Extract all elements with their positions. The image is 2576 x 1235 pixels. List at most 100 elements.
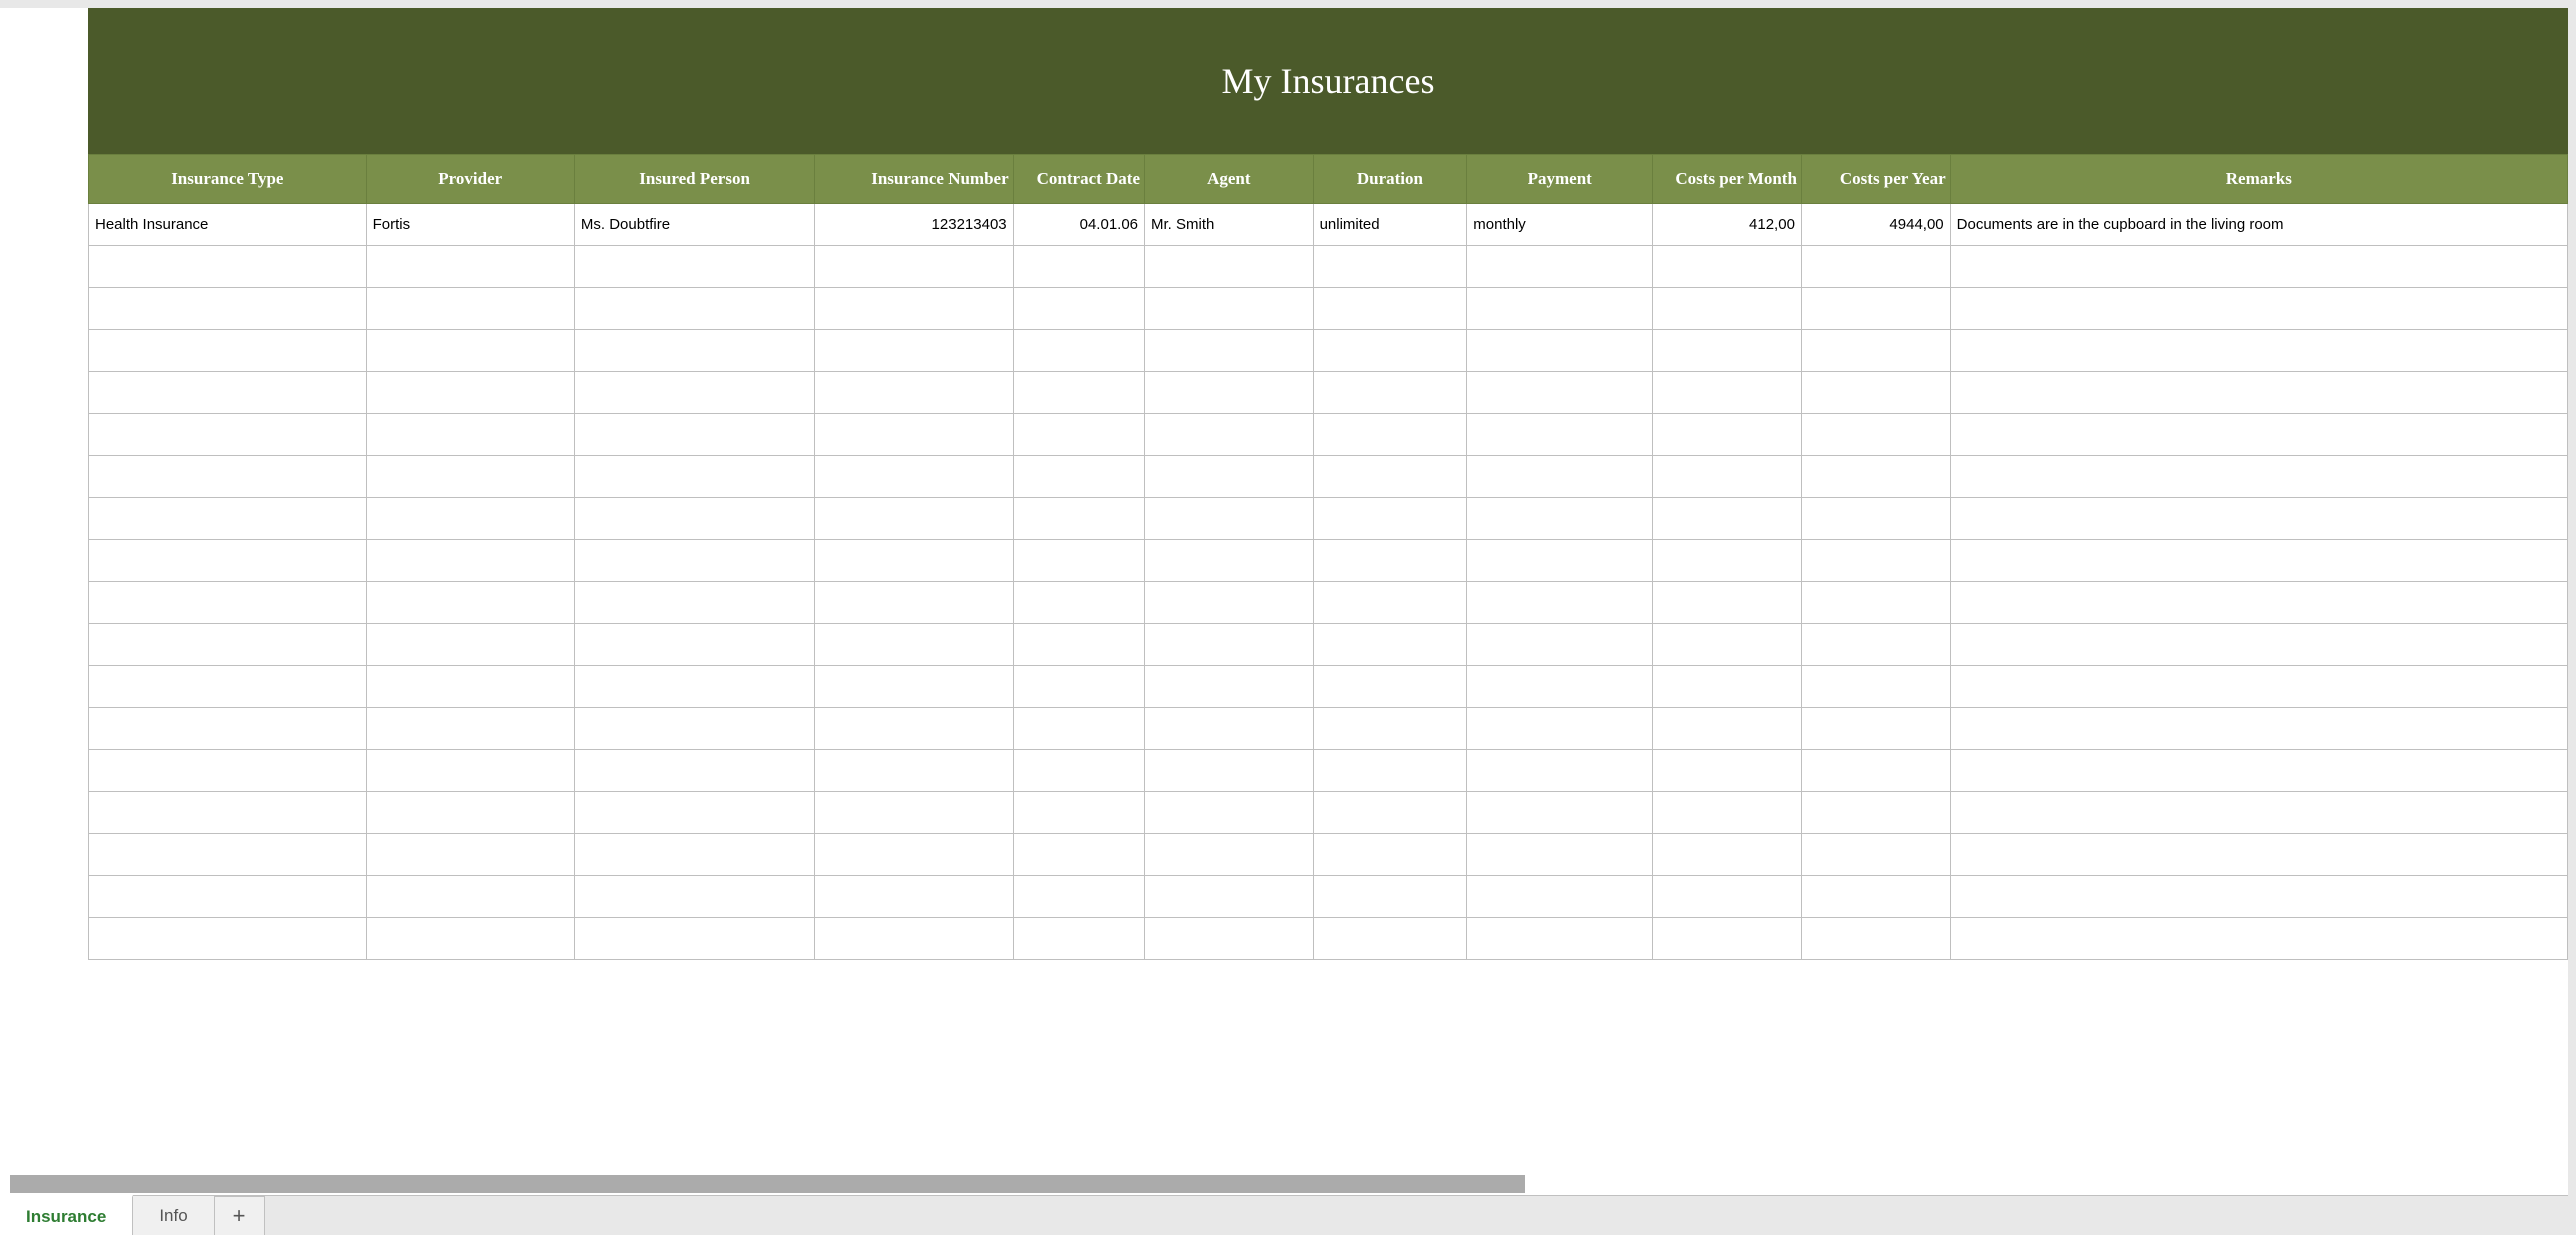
table-cell[interactable] bbox=[1467, 666, 1653, 708]
table-cell[interactable] bbox=[1950, 498, 2567, 540]
table-cell[interactable] bbox=[1801, 330, 1950, 372]
table-cell[interactable] bbox=[815, 582, 1013, 624]
table-cell[interactable] bbox=[1801, 372, 1950, 414]
table-cell[interactable] bbox=[1653, 330, 1802, 372]
table-cell[interactable] bbox=[574, 876, 814, 918]
table-cell[interactable] bbox=[1950, 666, 2567, 708]
table-cell[interactable]: 4944,00 bbox=[1801, 204, 1950, 246]
table-cell[interactable] bbox=[1653, 498, 1802, 540]
table-cell[interactable] bbox=[1145, 330, 1314, 372]
table-cell[interactable] bbox=[1950, 246, 2567, 288]
table-cell[interactable] bbox=[1467, 414, 1653, 456]
table-cell[interactable] bbox=[1145, 372, 1314, 414]
table-cell[interactable] bbox=[815, 540, 1013, 582]
table-cell[interactable] bbox=[574, 414, 814, 456]
table-cell[interactable] bbox=[89, 918, 367, 960]
table-cell[interactable] bbox=[1801, 414, 1950, 456]
table-cell[interactable] bbox=[89, 708, 367, 750]
table-cell[interactable]: monthly bbox=[1467, 204, 1653, 246]
table-cell[interactable] bbox=[1145, 750, 1314, 792]
table-cell[interactable] bbox=[1013, 792, 1144, 834]
table-cell[interactable] bbox=[1653, 288, 1802, 330]
table-cell[interactable] bbox=[815, 792, 1013, 834]
table-cell[interactable] bbox=[574, 582, 814, 624]
table-cell[interactable] bbox=[1313, 414, 1467, 456]
table-cell[interactable] bbox=[1801, 582, 1950, 624]
table-cell[interactable] bbox=[1950, 792, 2567, 834]
table-cell[interactable] bbox=[1313, 288, 1467, 330]
table-cell[interactable] bbox=[815, 876, 1013, 918]
table-cell[interactable] bbox=[1653, 834, 1802, 876]
table-cell[interactable] bbox=[574, 834, 814, 876]
table-cell[interactable] bbox=[574, 708, 814, 750]
table-cell[interactable] bbox=[1653, 708, 1802, 750]
column-header[interactable]: Remarks bbox=[1950, 155, 2567, 204]
table-cell[interactable] bbox=[366, 414, 574, 456]
table-cell[interactable] bbox=[574, 246, 814, 288]
table-cell[interactable] bbox=[1145, 834, 1314, 876]
table-cell[interactable] bbox=[1653, 876, 1802, 918]
table-cell[interactable] bbox=[366, 456, 574, 498]
table-cell[interactable] bbox=[1801, 834, 1950, 876]
column-header[interactable]: Payment bbox=[1467, 155, 1653, 204]
table-cell[interactable] bbox=[1013, 456, 1144, 498]
table-cell[interactable] bbox=[1653, 456, 1802, 498]
table-cell[interactable] bbox=[1013, 834, 1144, 876]
table-cell[interactable] bbox=[1950, 288, 2567, 330]
table-cell[interactable] bbox=[1950, 708, 2567, 750]
table-cell[interactable] bbox=[366, 876, 574, 918]
table-cell[interactable] bbox=[1653, 414, 1802, 456]
table-cell[interactable] bbox=[1313, 792, 1467, 834]
table-cell[interactable] bbox=[1801, 624, 1950, 666]
table-cell[interactable] bbox=[815, 624, 1013, 666]
sheet-tab[interactable]: Info bbox=[133, 1195, 214, 1235]
table-cell[interactable] bbox=[1013, 918, 1144, 960]
table-cell[interactable] bbox=[1467, 834, 1653, 876]
table-cell[interactable]: Ms. Doubtfire bbox=[574, 204, 814, 246]
table-cell[interactable] bbox=[366, 498, 574, 540]
sheet-tab[interactable]: Insurance bbox=[0, 1195, 133, 1235]
table-cell[interactable] bbox=[1145, 540, 1314, 582]
table-cell[interactable] bbox=[1467, 456, 1653, 498]
table-cell[interactable] bbox=[1801, 498, 1950, 540]
table-cell[interactable] bbox=[1313, 456, 1467, 498]
table-cell[interactable] bbox=[1313, 834, 1467, 876]
table-cell[interactable] bbox=[1467, 288, 1653, 330]
table-cell[interactable] bbox=[1313, 372, 1467, 414]
table-cell[interactable] bbox=[1013, 624, 1144, 666]
table-cell[interactable] bbox=[815, 372, 1013, 414]
table-cell[interactable] bbox=[89, 288, 367, 330]
table-cell[interactable] bbox=[1950, 330, 2567, 372]
table-cell[interactable] bbox=[1145, 288, 1314, 330]
table-cell[interactable] bbox=[1653, 666, 1802, 708]
table-cell[interactable] bbox=[574, 540, 814, 582]
table-cell[interactable] bbox=[366, 540, 574, 582]
table-cell[interactable] bbox=[1313, 666, 1467, 708]
table-cell[interactable]: Mr. Smith bbox=[1145, 204, 1314, 246]
table-cell[interactable] bbox=[815, 456, 1013, 498]
table-cell[interactable] bbox=[89, 876, 367, 918]
table-cell[interactable] bbox=[815, 288, 1013, 330]
table-cell[interactable] bbox=[1013, 876, 1144, 918]
table-cell[interactable] bbox=[1145, 918, 1314, 960]
table-cell[interactable] bbox=[89, 750, 367, 792]
table-cell[interactable] bbox=[1145, 708, 1314, 750]
table-cell[interactable] bbox=[89, 456, 367, 498]
table-cell[interactable] bbox=[1145, 624, 1314, 666]
table-cell[interactable] bbox=[1467, 876, 1653, 918]
table-cell[interactable] bbox=[366, 708, 574, 750]
table-cell[interactable] bbox=[1313, 246, 1467, 288]
table-cell[interactable] bbox=[366, 918, 574, 960]
table-cell[interactable]: 123213403 bbox=[815, 204, 1013, 246]
table-cell[interactable] bbox=[1467, 372, 1653, 414]
table-cell[interactable] bbox=[366, 372, 574, 414]
table-cell[interactable] bbox=[1013, 330, 1144, 372]
table-cell[interactable] bbox=[1467, 330, 1653, 372]
table-cell[interactable] bbox=[1013, 708, 1144, 750]
table-cell[interactable] bbox=[574, 330, 814, 372]
table-cell[interactable] bbox=[1467, 498, 1653, 540]
table-cell[interactable] bbox=[1653, 750, 1802, 792]
table-cell[interactable] bbox=[574, 456, 814, 498]
table-cell[interactable] bbox=[1313, 540, 1467, 582]
table-cell[interactable] bbox=[1950, 834, 2567, 876]
